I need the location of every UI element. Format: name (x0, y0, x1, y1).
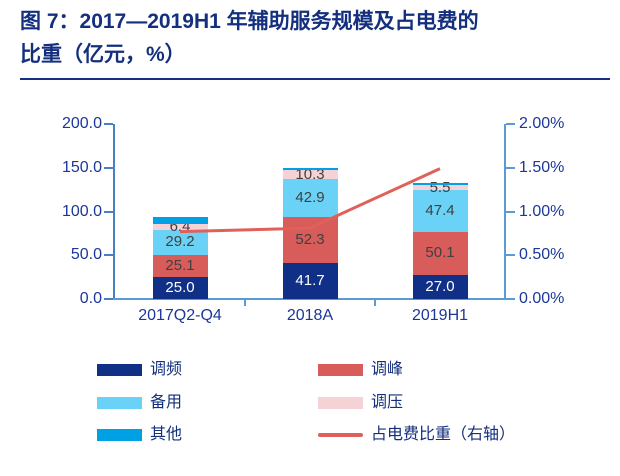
x-category-label: 2019H1 (411, 307, 469, 324)
y-axis-left-tick-label: 0.0 (79, 290, 102, 307)
x-category-label: 2018A (286, 307, 334, 324)
legend-label: 占电费比重（右轴） (371, 426, 516, 443)
y-axis-left-tick-label: 50.0 (70, 246, 102, 264)
bar-value-label: 52.3 (295, 230, 325, 248)
y-axis-left-tick (104, 254, 113, 257)
legend-label: 其他 (150, 426, 183, 443)
y-axis-right-tick (506, 298, 515, 300)
y-axis-left-tick (104, 166, 113, 169)
title-underline (20, 78, 610, 80)
bar-value-label: 25.1 (165, 257, 195, 275)
x-axis-tick (374, 298, 376, 306)
legend-entry: 备用 (97, 394, 182, 412)
y-axis-right-tick (506, 210, 515, 213)
y-axis-right-tick (506, 123, 515, 125)
legend-box-swatch (97, 396, 142, 409)
legend-entry: 占电费比重（右轴） (318, 426, 515, 444)
y-axis-left-tick (104, 210, 113, 213)
y-axis-left-tick (104, 298, 113, 300)
y-axis-right-tick (506, 254, 515, 257)
legend-label: 备用 (150, 393, 183, 411)
bar-segment (412, 275, 468, 299)
y-axis-right (504, 124, 506, 300)
legend-entry: 其他 (97, 426, 182, 444)
y-axis-right-tick (506, 166, 515, 169)
legend-box-swatch (97, 364, 142, 376)
bar-value-label: 27.0 (425, 278, 455, 296)
y-axis-left-tick-label: 100.0 (61, 202, 102, 220)
legend-label: 调压 (371, 393, 404, 411)
legend-entry: 调压 (318, 394, 403, 412)
y-axis-left-tick-label: 200.0 (61, 115, 102, 132)
bar-value-label: 41.7 (295, 271, 325, 289)
legend-entry: 调峰 (318, 361, 403, 379)
y-axis-right-tick-label: 2.00% (519, 115, 565, 132)
legend-box-swatch (97, 429, 142, 441)
y-axis-left (113, 124, 115, 299)
bar-segment (412, 231, 468, 276)
figure-title-line1: 图 7：2017—2019H1 年辅助服务规模及占电费的 (20, 10, 479, 33)
legend-label: 调频 (150, 361, 183, 378)
legend-line-swatch (318, 433, 363, 437)
y-axis-right-tick-label: 0.00% (519, 290, 565, 307)
x-axis-tick (244, 298, 246, 306)
y-axis-right-tick-label: 1.00% (519, 202, 565, 220)
x-category-label: 2017Q2-Q4 (138, 307, 222, 324)
legend-entry: 调频 (97, 361, 182, 379)
figure-title: 图 7：2017—2019H1 年辅助服务规模及占电费的 比重（亿元，%） (20, 5, 608, 71)
y-axis-left-tick (104, 123, 113, 125)
legend-box-swatch (318, 364, 363, 376)
y-axis-left-tick-label: 150.0 (61, 158, 102, 176)
bar-segment (152, 229, 208, 256)
figure-title-line2: 比重（亿元，%） (20, 43, 186, 66)
bar-segment (152, 255, 208, 278)
y-axis-right-tick-label: 1.50% (519, 158, 565, 176)
bar-segment (282, 262, 338, 299)
bar-segment (152, 277, 208, 299)
legend-box-swatch (318, 396, 363, 409)
x-axis (113, 298, 515, 300)
bar-value-label: 29.2 (165, 233, 195, 251)
bar-value-label: 25.0 (165, 279, 195, 297)
y-axis-right-tick-label: 0.50% (519, 246, 565, 264)
legend-label: 调峰 (371, 361, 404, 378)
bar-value-label: 50.1 (425, 244, 455, 262)
